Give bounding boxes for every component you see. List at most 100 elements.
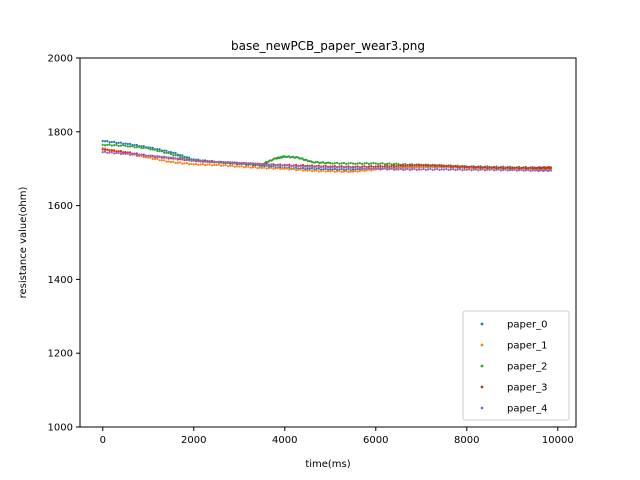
data-point bbox=[131, 145, 134, 148]
data-point bbox=[151, 146, 154, 149]
data-point bbox=[477, 165, 480, 168]
data-point bbox=[347, 170, 350, 174]
data-point bbox=[492, 169, 496, 172]
data-point bbox=[483, 169, 487, 172]
data-point bbox=[386, 168, 389, 171]
data-point bbox=[392, 168, 396, 171]
data-point bbox=[119, 141, 123, 144]
data-point bbox=[197, 160, 200, 163]
data-point bbox=[201, 159, 204, 162]
data-point bbox=[238, 165, 241, 168]
data-point bbox=[217, 163, 220, 166]
data-point bbox=[342, 166, 346, 169]
data-point bbox=[135, 154, 138, 157]
data-point bbox=[379, 162, 382, 165]
data-point bbox=[299, 164, 302, 168]
data-point bbox=[226, 161, 229, 165]
data-point bbox=[454, 168, 457, 172]
data-point bbox=[108, 151, 111, 154]
data-point bbox=[299, 168, 302, 171]
data-point bbox=[442, 164, 446, 167]
data-point bbox=[504, 166, 507, 169]
data-point bbox=[454, 164, 457, 167]
data-point bbox=[340, 165, 343, 168]
data-point bbox=[415, 163, 418, 166]
data-point bbox=[158, 148, 161, 151]
data-point bbox=[160, 155, 164, 158]
data-point bbox=[533, 166, 537, 170]
data-point bbox=[488, 166, 491, 169]
data-point bbox=[108, 143, 111, 146]
legend-label: paper_2 bbox=[507, 362, 547, 373]
data-point bbox=[310, 160, 314, 164]
data-point bbox=[502, 165, 505, 168]
data-point bbox=[306, 169, 309, 172]
data-point bbox=[140, 145, 143, 148]
data-point bbox=[190, 159, 193, 162]
data-point bbox=[433, 168, 437, 171]
data-point bbox=[338, 166, 341, 169]
data-point bbox=[317, 164, 320, 167]
data-point bbox=[276, 163, 280, 166]
data-point bbox=[347, 167, 350, 170]
data-point bbox=[119, 150, 123, 153]
y-tick-label: 1200 bbox=[48, 349, 73, 360]
data-point bbox=[417, 164, 421, 167]
data-point bbox=[204, 160, 207, 163]
data-point bbox=[301, 164, 305, 167]
data-point bbox=[115, 152, 118, 155]
data-point bbox=[548, 169, 551, 172]
data-point bbox=[370, 167, 373, 171]
y-axis-label: resistance value(ohm) bbox=[18, 187, 29, 299]
data-point bbox=[292, 167, 295, 171]
data-point bbox=[545, 169, 548, 172]
data-point bbox=[310, 164, 314, 167]
data-point bbox=[486, 165, 489, 168]
data-point bbox=[365, 169, 368, 172]
data-point bbox=[110, 149, 113, 152]
data-point bbox=[151, 148, 154, 151]
data-point bbox=[318, 161, 321, 165]
data-point bbox=[295, 168, 298, 172]
data-point bbox=[436, 164, 439, 167]
data-point bbox=[249, 166, 252, 169]
data-point bbox=[110, 151, 113, 154]
data-point bbox=[324, 166, 327, 169]
data-point bbox=[522, 168, 525, 171]
data-point bbox=[192, 159, 195, 162]
y-tick-label: 1400 bbox=[48, 275, 73, 286]
data-point bbox=[119, 152, 123, 156]
data-point bbox=[379, 168, 382, 171]
data-point bbox=[181, 162, 184, 165]
legend-item-paper_4: paper_4 bbox=[480, 404, 547, 415]
data-point bbox=[244, 162, 248, 165]
legend-marker bbox=[480, 322, 484, 326]
data-point bbox=[103, 150, 107, 153]
data-point bbox=[258, 163, 261, 166]
data-point bbox=[356, 170, 359, 173]
legend-marker bbox=[480, 364, 484, 368]
data-point bbox=[179, 153, 182, 157]
data-point bbox=[481, 168, 484, 171]
data-point bbox=[163, 151, 166, 154]
data-point bbox=[133, 143, 136, 147]
data-point bbox=[324, 164, 327, 167]
data-point bbox=[370, 165, 373, 168]
data-point bbox=[458, 165, 462, 168]
data-point bbox=[354, 162, 357, 166]
data-point bbox=[383, 163, 386, 166]
data-point bbox=[122, 152, 125, 155]
data-point bbox=[399, 164, 402, 167]
data-point bbox=[158, 150, 161, 153]
data-point bbox=[240, 165, 243, 168]
data-point bbox=[438, 164, 441, 167]
data-point bbox=[304, 165, 307, 168]
x-tick-label: 2000 bbox=[181, 435, 206, 446]
data-point bbox=[192, 163, 195, 166]
data-point bbox=[113, 152, 116, 155]
data-point bbox=[351, 162, 355, 165]
data-point bbox=[210, 161, 214, 164]
data-point bbox=[336, 161, 339, 164]
data-point bbox=[283, 167, 286, 170]
